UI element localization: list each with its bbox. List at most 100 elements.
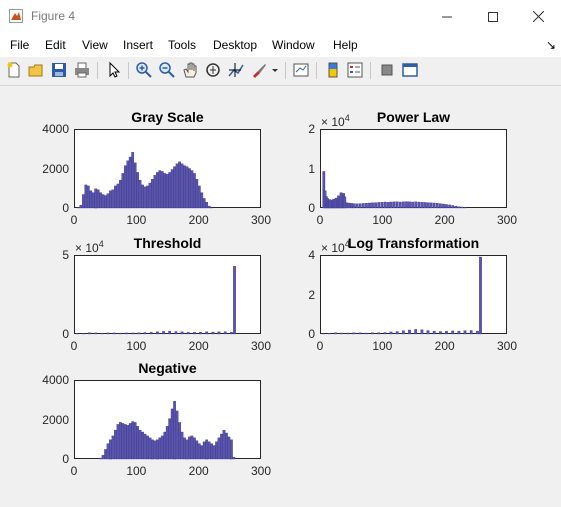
histogram-bar	[222, 429, 226, 460]
toolbar-separator	[285, 62, 286, 79]
menu-view[interactable]: View	[82, 38, 108, 52]
histogram-bar	[383, 201, 387, 209]
menu-edit[interactable]: Edit	[45, 38, 66, 52]
axes-4[interactable]	[320, 255, 507, 335]
menu-insert[interactable]: Insert	[123, 38, 154, 52]
menu-window[interactable]: Window	[272, 38, 315, 52]
histogram-bar	[121, 423, 125, 460]
histogram-bar	[94, 332, 98, 335]
y-tick-label: 4	[308, 248, 315, 262]
pointer-icon[interactable]	[105, 61, 123, 79]
histogram-bar	[188, 168, 191, 209]
histogram-bar	[402, 201, 405, 209]
axes-3[interactable]	[74, 255, 261, 335]
histogram-bar	[138, 179, 142, 209]
histogram-bar	[133, 422, 137, 460]
colorbar-icon[interactable]	[324, 61, 342, 79]
y-tick-label: 5	[62, 248, 69, 262]
menu-desktop[interactable]: Desktop	[213, 38, 258, 52]
histogram-bar	[180, 331, 184, 335]
link-plot-icon[interactable]	[292, 61, 310, 79]
zoom-out-icon[interactable]	[158, 61, 176, 79]
histogram-bar	[180, 163, 184, 209]
histogram-bar	[151, 439, 154, 460]
brush-icon[interactable]	[250, 61, 268, 79]
data-cursor-icon[interactable]	[227, 61, 245, 79]
histogram-bar	[215, 441, 218, 460]
pan-hand-icon[interactable]	[181, 61, 199, 79]
new-figure-icon[interactable]	[5, 61, 23, 79]
histogram-bar	[377, 332, 381, 335]
print-icon[interactable]	[73, 61, 91, 79]
histogram-bar	[217, 331, 221, 335]
histogram-bar	[185, 166, 189, 209]
histogram-bar	[200, 192, 204, 209]
rotate-3d-icon[interactable]	[204, 61, 222, 79]
menu-file[interactable]: File	[10, 38, 30, 52]
histogram-bar	[180, 431, 184, 460]
y-tick-label: 2	[308, 287, 315, 302]
histogram-bar	[457, 206, 461, 209]
x-tick-label: 0	[70, 213, 78, 227]
show-plot-tools-icon[interactable]	[401, 61, 419, 79]
x-tick-label: 300	[250, 213, 272, 227]
histogram-bar	[371, 332, 374, 335]
histogram-bar	[195, 178, 199, 209]
menu-tools[interactable]: Tools	[168, 38, 197, 52]
histogram-bar	[230, 439, 233, 460]
histogram-bar	[111, 189, 115, 209]
save-icon[interactable]	[50, 61, 68, 79]
histogram-bar	[417, 201, 421, 209]
histogram-bar	[175, 163, 179, 209]
dock-arrow-icon[interactable]: ↘	[545, 38, 556, 52]
histogram-bar	[128, 156, 132, 209]
histogram-bar	[230, 332, 233, 335]
histogram-bar	[223, 331, 227, 335]
histogram-bar	[411, 201, 414, 209]
histogram-bar	[146, 185, 149, 209]
menu-help[interactable]: Help	[333, 38, 358, 52]
minimize-button[interactable]	[424, 0, 470, 33]
zoom-in-icon[interactable]	[135, 61, 153, 79]
axes-title: Power Law	[376, 109, 451, 125]
histogram-bar	[469, 330, 473, 335]
histogram-bar	[131, 152, 135, 209]
open-file-icon[interactable]	[27, 61, 45, 79]
minimize-icon	[442, 16, 452, 17]
histogram-plot	[99, 401, 236, 460]
axes-title: Log Transformation	[347, 235, 480, 251]
histogram-bar	[173, 401, 176, 460]
brush-dropdown-icon[interactable]	[270, 61, 280, 79]
legend-icon[interactable]	[346, 61, 364, 79]
histogram-bar	[377, 202, 381, 209]
histogram-bar	[112, 332, 116, 335]
histogram-bar	[190, 170, 194, 209]
y-tick-label: 0	[62, 201, 69, 215]
histogram-bar	[121, 173, 125, 209]
histogram-bar	[442, 203, 445, 209]
histogram-bar	[158, 170, 162, 209]
maximize-button[interactable]	[470, 0, 516, 33]
histogram-bar	[106, 443, 110, 460]
x-tick-label: 0	[70, 339, 78, 353]
title-bar: Figure 4	[0, 0, 561, 33]
x-tick-label: 100	[372, 339, 393, 353]
axes-2[interactable]	[320, 129, 507, 209]
histogram-bar	[193, 332, 196, 335]
figure-canvas: Gray Scale 0 100 200 300 0 2000 4000 Power Law 0 1…	[2, 86, 559, 507]
histogram-bar	[86, 185, 90, 209]
x-tick-label: 300	[496, 213, 518, 227]
histogram-bar	[207, 441, 211, 460]
axes-5[interactable]	[74, 380, 261, 460]
maximize-icon	[488, 11, 498, 22]
figure-toolbar	[0, 57, 561, 86]
histogram-bar	[365, 203, 368, 209]
x-tick-label: 200	[434, 213, 455, 227]
histogram-plot	[77, 152, 213, 209]
close-button[interactable]	[515, 0, 561, 33]
histogram-bar	[460, 206, 464, 209]
histogram-bar	[128, 423, 132, 460]
hide-plot-tools-icon[interactable]	[378, 61, 396, 79]
x-tick-label: 200	[188, 464, 209, 478]
axes-1[interactable]	[74, 129, 261, 209]
